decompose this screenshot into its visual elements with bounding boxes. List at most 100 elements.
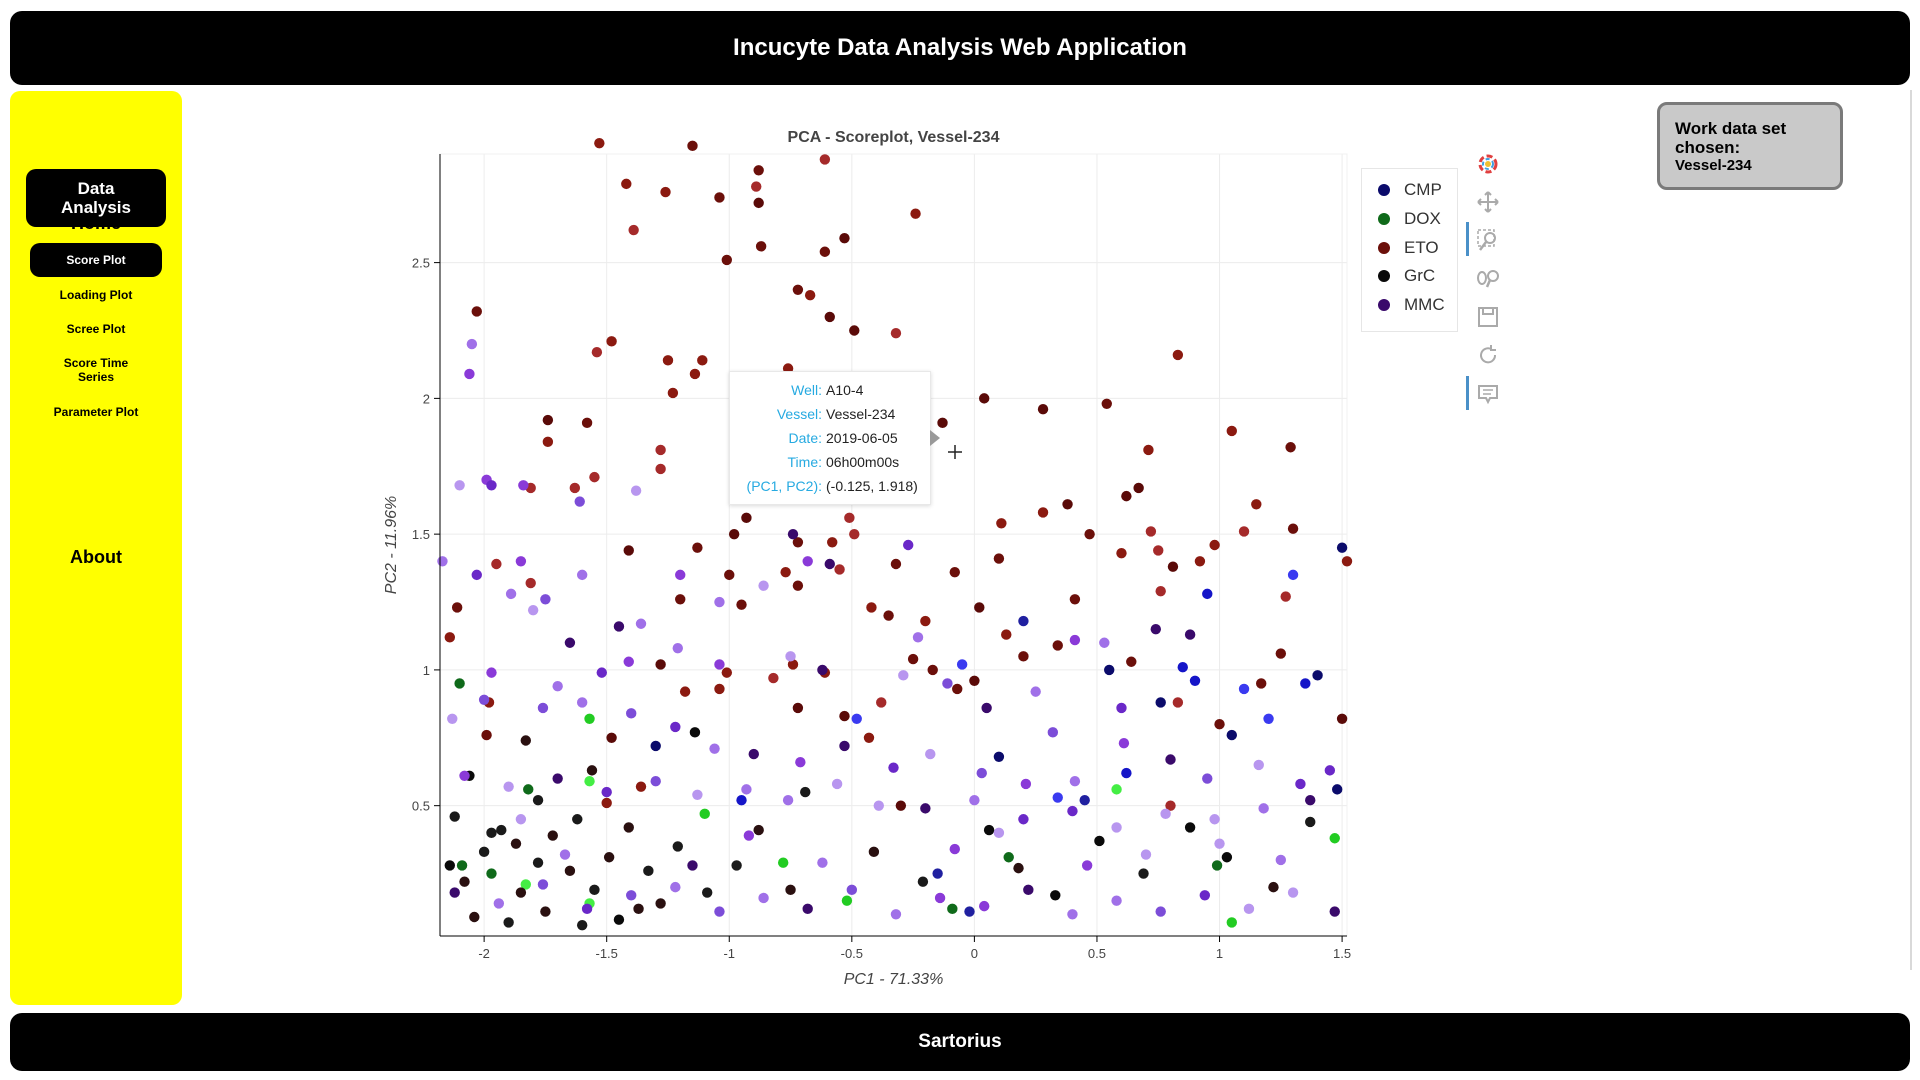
scatter-point-eto[interactable] [792, 580, 804, 591]
scatter-point-mmc[interactable] [817, 857, 828, 868]
scatter-point-eto[interactable] [792, 537, 804, 548]
scatter-point-grc[interactable] [753, 824, 764, 836]
scatter-point-mmc[interactable] [478, 694, 490, 705]
scatter-point-mmc[interactable] [505, 588, 517, 600]
scatter-point-dox[interactable] [584, 713, 595, 724]
scatter-point-mmc[interactable] [714, 906, 725, 917]
scatter-point-mmc[interactable] [1069, 776, 1081, 787]
scatter-point-eto[interactable] [728, 528, 740, 540]
scatter-point-cmp[interactable] [1287, 569, 1299, 581]
scatter-point-grc[interactable] [1138, 868, 1149, 879]
scatter-point-eto[interactable] [741, 512, 752, 524]
scatter-point-eto[interactable] [471, 306, 482, 317]
scatter-point-eto[interactable] [819, 246, 831, 257]
scatter-point-dox[interactable] [777, 857, 789, 868]
scatter-point-eto[interactable] [1062, 499, 1073, 510]
scatter-point-eto[interactable] [697, 355, 708, 366]
scatter-point-mmc[interactable] [1020, 778, 1032, 790]
scatter-point-eto[interactable] [689, 368, 701, 380]
scatter-point-mmc[interactable] [675, 569, 686, 581]
scatter-point-cmp[interactable] [1121, 767, 1132, 779]
scatter-point-mmc[interactable] [1160, 808, 1171, 820]
save-icon[interactable] [1476, 305, 1500, 329]
scatter-point-eto[interactable] [1143, 444, 1154, 456]
scatter-point-eto[interactable] [1341, 556, 1353, 567]
score-plot-chart[interactable]: PCA - Scoreplot, Vessel-234 -2 -1.5 -1 -0.5 0… [360, 120, 1540, 1010]
scatter-point-mmc[interactable] [903, 539, 914, 551]
scatter-point-mmc[interactable] [515, 814, 527, 825]
scatter-point-grc[interactable] [633, 903, 644, 915]
scatter-point-eto[interactable] [993, 553, 1005, 564]
wheel-zoom-icon[interactable] [1476, 266, 1500, 290]
scatter-point-eto[interactable] [1145, 526, 1157, 537]
scatter-point-mmc[interactable] [817, 664, 828, 676]
scatter-point-cmp[interactable] [1052, 792, 1063, 803]
scatter-point-grc[interactable] [478, 846, 490, 858]
nav-data-analysis[interactable]: Data Analysis [26, 169, 166, 227]
scatter-point-mmc[interactable] [471, 569, 482, 581]
scatter-point-mmc[interactable] [537, 879, 549, 890]
scatter-point-grc[interactable] [1221, 852, 1233, 863]
scatter-point-mmc[interactable] [552, 773, 563, 784]
scatter-point-cmp[interactable] [1312, 670, 1323, 681]
scatter-point-eto[interactable] [753, 197, 764, 209]
scatter-point-eto[interactable] [444, 632, 456, 643]
scatter-point-eto[interactable] [1336, 713, 1348, 724]
scatter-point-eto[interactable] [1052, 640, 1063, 651]
scatter-point-mmc[interactable] [942, 678, 953, 689]
scatter-point-eto[interactable] [792, 702, 804, 714]
legend-item-eto[interactable]: ETO [1378, 237, 1439, 259]
scatter-point-eto[interactable] [687, 140, 698, 152]
scatter-point-mmc[interactable] [527, 604, 539, 616]
scatter-point-dox[interactable] [947, 903, 958, 915]
scatter-point-eto[interactable] [606, 732, 617, 743]
scatter-point-eto[interactable] [662, 355, 674, 366]
scatter-point-eto[interactable] [1194, 556, 1206, 567]
scatter-point-mmc[interactable] [1099, 637, 1110, 648]
scatter-point-mmc[interactable] [1253, 759, 1264, 771]
scatter-point-grc[interactable] [643, 865, 654, 877]
scatter-point-mmc[interactable] [459, 770, 470, 781]
scatter-point-eto[interactable] [827, 537, 838, 548]
scatter-point-mmc[interactable] [785, 651, 796, 662]
scatter-point-grc[interactable] [655, 898, 666, 909]
scatter-point-cmp[interactable] [1202, 588, 1213, 600]
scatter-point-cmp[interactable] [1300, 678, 1311, 689]
scatter-point-mmc[interactable] [873, 800, 884, 811]
scatter-point-grc[interactable] [520, 735, 531, 746]
scatter-point-eto[interactable] [542, 414, 554, 426]
scatter-point-grc[interactable] [459, 876, 470, 887]
scatter-point-eto[interactable] [839, 232, 850, 244]
score-plot-svg[interactable]: PCA - Scoreplot, Vessel-234 -2 -1.5 -1 -0.5 0… [360, 120, 1540, 1010]
scatter-point-mmc[interactable] [758, 892, 769, 904]
scatter-point-mmc[interactable] [466, 338, 478, 350]
scatter-point-eto[interactable] [1121, 490, 1132, 502]
scatter-point-mmc[interactable] [437, 556, 448, 567]
scatter-point-mmc[interactable] [1023, 884, 1034, 896]
scatter-point-eto[interactable] [594, 137, 605, 149]
scatter-point-mmc[interactable] [486, 480, 497, 491]
scatter-point-eto[interactable] [1155, 585, 1166, 597]
scatter-point-grc[interactable] [532, 795, 544, 806]
scatter-point-eto[interactable] [621, 178, 632, 190]
scatter-point-grc[interactable] [469, 911, 480, 923]
scatter-point-mmc[interactable] [782, 795, 794, 806]
scatter-point-mmc[interactable] [576, 569, 588, 581]
scatter-point-mmc[interactable] [670, 881, 681, 893]
scatter-point-mmc[interactable] [626, 890, 637, 901]
scatter-point-grc[interactable] [800, 786, 811, 798]
scatter-point-mmc[interactable] [626, 708, 637, 719]
scatter-point-eto[interactable] [1037, 404, 1049, 415]
scatter-point-eto[interactable] [927, 664, 938, 676]
scatter-point-mmc[interactable] [1165, 754, 1176, 765]
scatter-point-eto[interactable] [949, 566, 960, 578]
scatter-point-mmc[interactable] [1116, 702, 1127, 714]
legend-item-mmc[interactable]: MMC [1378, 294, 1445, 316]
scatter-point-grc[interactable] [486, 827, 497, 839]
scatter-point-mmc[interactable] [1184, 629, 1196, 640]
scatter-point-eto[interactable] [996, 518, 1007, 529]
scatter-point-cmp[interactable] [1018, 615, 1029, 627]
scatter-point-eto[interactable] [1084, 528, 1095, 540]
scatter-point-eto[interactable] [834, 564, 845, 575]
scatter-point-eto[interactable] [1116, 547, 1127, 559]
